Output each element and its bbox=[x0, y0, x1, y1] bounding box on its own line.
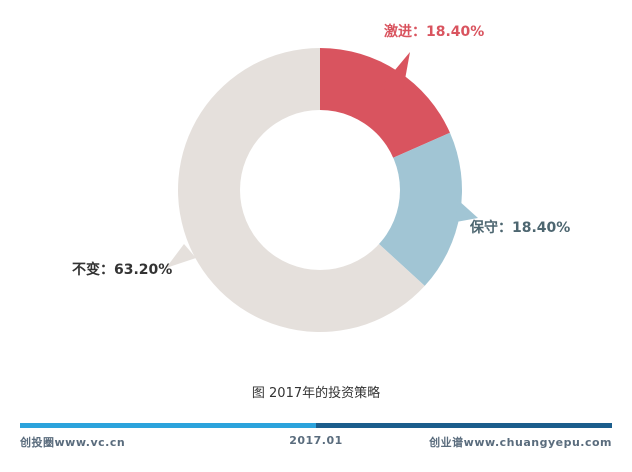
footer-bar-light bbox=[20, 423, 316, 428]
footer-bar-dark bbox=[316, 423, 612, 428]
footer-source-left: 创投圈www.vc.cn bbox=[20, 436, 126, 449]
footer-bar bbox=[20, 423, 612, 428]
callout-tail-aggressive bbox=[380, 52, 410, 96]
donut-hole bbox=[240, 110, 400, 270]
slice-label-conservative: 保守：18.40% bbox=[470, 220, 571, 236]
footer-date: 2017.01 bbox=[289, 434, 343, 447]
label-callouts bbox=[166, 52, 478, 268]
footer-source-right: 创业谱www.chuangyepu.com bbox=[429, 436, 612, 449]
callout-tail-conservative bbox=[456, 200, 478, 222]
slice-label-aggressive: 激进：18.40% bbox=[384, 24, 485, 40]
slice-label-unchanged: 不变：63.20% bbox=[72, 262, 173, 278]
callout-tail-unchanged bbox=[166, 244, 196, 268]
chart-caption: 图 2017年的投资策略 bbox=[251, 386, 381, 401]
